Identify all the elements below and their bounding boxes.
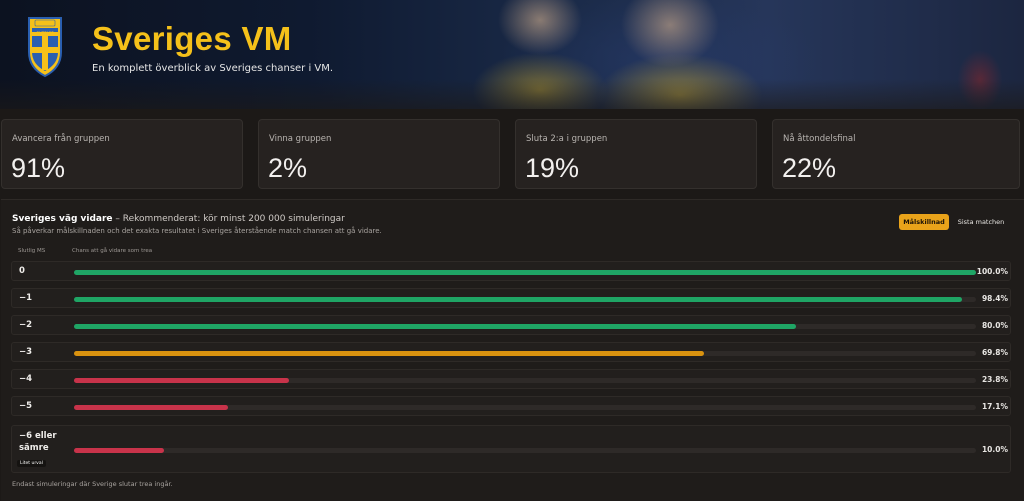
stat-value: 22%: [782, 153, 837, 183]
chance-percentage: 23.8%: [981, 375, 1008, 384]
stat-label: Vinna gruppen: [269, 134, 332, 144]
gd-row-label: −5: [19, 401, 33, 411]
panel-subtitle: Så påverkar målskillnaden och det exakta…: [12, 227, 382, 235]
gd-row: −5 17.1%: [11, 396, 1011, 416]
chance-bar-track: [74, 323, 976, 329]
column-header-chance: Chans att gå vidare som trea: [72, 248, 153, 254]
chance-bar-fill: [74, 296, 962, 302]
gd-row-label: −1: [19, 293, 33, 303]
small-sample-badge: Litet urval: [17, 460, 46, 467]
panel-title-main: Sveriges väg vidare: [12, 214, 113, 224]
stat-value: 19%: [525, 153, 580, 183]
chance-bar-fill: [74, 447, 165, 453]
gd-row: −2 80.0%: [11, 315, 1011, 335]
column-header-final-gd: Slutlig MS: [18, 248, 46, 254]
chance-bar-fill: [74, 323, 796, 329]
toggle-last-match[interactable]: Sista matchen: [952, 214, 1010, 230]
stat-label: Sluta 2:a i gruppen: [526, 134, 608, 144]
page-subtitle: En komplett överblick av Sveriges chanse…: [92, 63, 334, 74]
chance-percentage: 100.0%: [976, 267, 1008, 276]
chance-bar-track: [74, 350, 976, 356]
gd-row-label: −3: [19, 347, 33, 357]
stat-card-round-of-16: Nå åttondelsfinal 22%: [772, 119, 1020, 189]
gd-row-label: −6 eller sämre: [19, 431, 57, 453]
stat-card-advance: Avancera från gruppen 91%: [1, 119, 243, 189]
stat-label: Nå åttondelsfinal: [783, 134, 856, 144]
gd-row: −4 23.8%: [11, 369, 1011, 389]
toggle-goal-difference[interactable]: Målskillnad: [899, 214, 949, 230]
stat-card-second-place: Sluta 2:a i gruppen 19%: [515, 119, 757, 189]
chance-bar-track: [74, 377, 976, 383]
path-forward-panel: Sveriges väg vidare – Rekommenderat: kör…: [1, 199, 1024, 501]
hero-banner: SVERIGE Sveriges VM En komplett överblic…: [0, 0, 1024, 109]
chance-percentage: 80.0%: [981, 321, 1008, 330]
chance-bar-track: [74, 269, 976, 275]
chance-percentage: 17.1%: [981, 402, 1008, 411]
stat-label: Avancera från gruppen: [12, 134, 110, 144]
gd-row: −3 69.8%: [11, 342, 1011, 362]
gd-row-label: −4: [19, 374, 33, 384]
chance-bar-fill: [74, 269, 976, 275]
sweden-crest-icon: SVERIGE: [28, 17, 62, 78]
stat-card-win-group: Vinna gruppen 2%: [258, 119, 500, 189]
chance-bar-fill: [74, 377, 289, 383]
chance-bar-track: [74, 404, 976, 410]
chance-percentage: 10.0%: [981, 445, 1008, 454]
chance-bar-track: [74, 447, 976, 453]
page-title: Sveriges VM: [92, 20, 292, 57]
chance-bar-fill: [74, 404, 229, 410]
stat-value: 2%: [268, 153, 308, 183]
chance-percentage: 69.8%: [981, 348, 1008, 357]
gd-row-label: 0: [19, 266, 25, 276]
chance-bar-fill: [74, 350, 704, 356]
panel-title: Sveriges väg vidare – Rekommenderat: kör…: [12, 214, 345, 224]
crest-text: SVERIGE: [36, 31, 54, 35]
gd-row: 0 100.0%: [11, 261, 1011, 281]
chance-bar-track: [74, 296, 976, 302]
stat-value: 91%: [11, 153, 66, 183]
gd-row-label: −2: [19, 320, 33, 330]
panel-recommendation: – Rekommenderat: kör minst 200 000 simul…: [112, 214, 345, 224]
chance-percentage: 98.4%: [981, 294, 1008, 303]
gd-row: −6 eller sämre Litet urval 10.0%: [11, 425, 1011, 473]
footnote: Endast simuleringar där Sverige slutar t…: [12, 480, 173, 488]
gd-row: −1 98.4%: [11, 288, 1011, 308]
